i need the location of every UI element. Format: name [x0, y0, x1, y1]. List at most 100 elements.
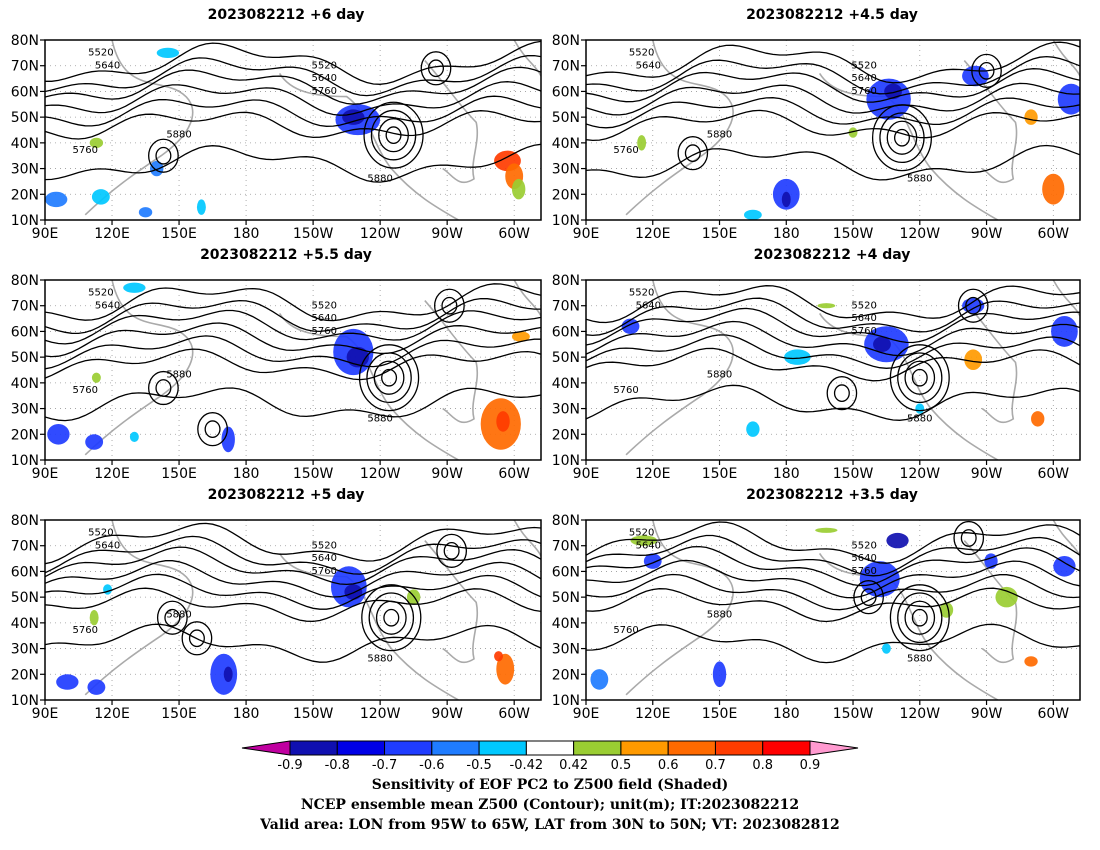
shaded-area — [45, 191, 68, 208]
lat-tick-label: 40N — [11, 616, 39, 632]
lon-tick-label: 60W — [498, 466, 530, 482]
lon-tick-label: 150W — [833, 226, 874, 242]
z500-contour — [45, 335, 541, 370]
contour-label: 5640 — [851, 73, 876, 84]
lat-tick-label: 70N — [11, 299, 39, 315]
closed-contour — [385, 126, 402, 145]
z500-contour — [45, 309, 541, 345]
z500-contour — [586, 320, 1080, 357]
lat-tick-label: 80N — [11, 273, 39, 289]
lon-tick-label: 90E — [32, 466, 59, 482]
lon-tick-label: 120E — [94, 706, 130, 722]
lat-tick-label: 70N — [11, 59, 39, 75]
panel-title-1: 2023082212 +6 day — [207, 7, 365, 23]
colorbar-tick-label: -0.7 — [372, 758, 397, 773]
shaded-area — [859, 561, 900, 598]
lon-tick-label: 180 — [233, 706, 260, 722]
lon-tick-label: 180 — [233, 466, 260, 482]
shaded-area — [637, 135, 647, 151]
closed-contour — [971, 53, 1002, 88]
closed-contour — [957, 288, 989, 323]
z500-contour — [586, 521, 1080, 564]
colorbar-tick-label: -0.6 — [419, 758, 444, 773]
lat-tick-label: 40N — [11, 376, 39, 392]
shaded-area — [815, 527, 838, 533]
lon-tick-label: 150W — [293, 466, 334, 482]
shaded-area — [1024, 656, 1038, 667]
closed-contour — [853, 580, 884, 615]
colorbar-tick-label: 0.5 — [611, 758, 632, 773]
closed-contour — [953, 520, 985, 556]
shaded-area — [210, 653, 238, 695]
shaded-area — [1031, 411, 1045, 427]
shaded-area — [964, 349, 983, 371]
closed-contour — [148, 138, 179, 173]
panel-title-3: 2023082212 +5.5 day — [200, 247, 372, 263]
z500-contour — [586, 384, 1080, 421]
colorbar-arrow-left — [241, 740, 291, 756]
lat-tick-label: 50N — [552, 350, 580, 366]
lon-tick-label: 90E — [32, 226, 59, 242]
lon-tick-label: 180 — [773, 706, 800, 722]
closed-contour — [833, 384, 850, 403]
lon-tick-label: 90E — [32, 706, 59, 722]
lon-tick-label: 60W — [498, 706, 530, 722]
colorbar-box — [573, 740, 622, 756]
closed-contour — [897, 592, 943, 644]
z500-contour — [45, 66, 541, 105]
lat-tick-label: 80N — [11, 33, 39, 49]
z500-contour — [586, 55, 1080, 95]
contour-label: 5520 — [629, 47, 654, 58]
lon-tick-label: 150W — [833, 706, 874, 722]
closed-contour — [155, 146, 172, 165]
lat-tick-label: 70N — [552, 539, 580, 555]
closed-contour — [434, 288, 465, 323]
lat-tick-label: 30N — [11, 402, 39, 418]
closed-contour — [155, 379, 172, 397]
closed-contour — [204, 420, 221, 439]
z500-contour — [586, 97, 1080, 129]
shaded-area — [496, 653, 515, 685]
contour-label: 5520 — [312, 540, 337, 551]
z500-contour — [586, 545, 1080, 587]
lon-tick-label: 120E — [635, 466, 671, 482]
closed-contour — [361, 584, 422, 652]
caption-line-2: NCEP ensemble mean Z500 (Contour); unit(… — [300, 797, 800, 813]
lon-tick-label: 180 — [773, 226, 800, 242]
shaded-area — [89, 137, 104, 149]
closed-contour — [826, 376, 858, 411]
shaded-area — [1051, 316, 1078, 347]
lat-tick-label: 30N — [11, 162, 39, 178]
z500-contour — [45, 322, 541, 358]
z500-contour — [586, 307, 1080, 346]
lat-tick-label: 40N — [552, 376, 580, 392]
contour-label: 5880 — [166, 610, 191, 621]
colorbar-box — [620, 740, 669, 756]
lon-tick-label: 120W — [360, 226, 401, 242]
contour-label: 5880 — [166, 130, 191, 141]
z500-contour — [45, 522, 541, 565]
contour-label: 5640 — [851, 313, 876, 324]
shaded-area — [939, 602, 954, 618]
shaded-area — [1024, 109, 1038, 125]
lon-tick-label: 120W — [360, 466, 401, 482]
lat-tick-label: 10N — [11, 453, 39, 469]
z500-contour — [586, 144, 1080, 181]
lat-tick-label: 80N — [552, 33, 580, 49]
z500-contour — [45, 348, 541, 381]
closed-contour — [381, 368, 398, 387]
z500-contour — [586, 573, 1080, 611]
contour-label: 5880 — [367, 653, 392, 664]
panel-title-4: 2023082212 +4 day — [753, 247, 911, 263]
shaded-area — [85, 434, 104, 450]
closed-contour — [366, 352, 412, 404]
lat-tick-label: 80N — [552, 513, 580, 529]
contour-label: 5880 — [367, 173, 392, 184]
closed-contour — [383, 608, 400, 627]
closed-contour — [375, 600, 407, 635]
shaded-area — [494, 651, 504, 662]
contour-label: 5760 — [613, 385, 638, 396]
